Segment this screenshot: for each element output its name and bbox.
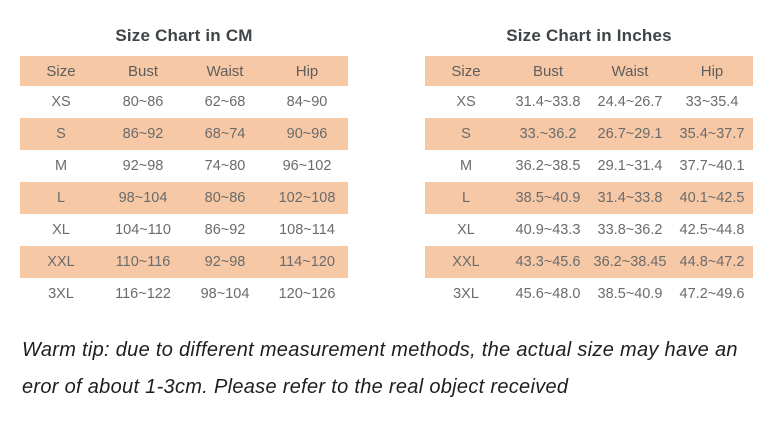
value-cell: 43.3~45.6	[515, 254, 581, 270]
size-chart-cm-title: Size Chart in CM	[115, 26, 253, 45]
size-label-cell: XS	[456, 94, 476, 110]
value-cell: 108~114	[279, 222, 335, 238]
size-chart-inches-title: Size Chart in Inches	[506, 26, 672, 45]
value-cell: 80~86	[204, 190, 246, 206]
value-cell: 40.9~43.3	[515, 222, 581, 238]
size-label-cell: XL	[52, 222, 70, 238]
value-cell: 62~68	[204, 94, 246, 110]
size-label-cell: XXL	[47, 254, 75, 270]
value-cell: 68~74	[204, 126, 246, 142]
column-header: Waist	[184, 56, 266, 86]
size-chart-cm-section: Size Chart in CM Size Bust Waist Hip XS 80~8…	[20, 26, 348, 310]
value-cell: 42.5~44.8	[679, 222, 745, 238]
value-cell: 92~98	[122, 158, 164, 174]
column-header: Size	[425, 56, 507, 86]
value-cell: 44.8~47.2	[679, 254, 745, 270]
size-chart-cm-table: Size Bust Waist Hip XS 80~86 62~68 84~90 S 86~92…	[20, 56, 348, 310]
value-cell: 120~126	[278, 286, 336, 302]
size-charts-container: Size Chart in CM Size Bust Waist Hip XS 80~8…	[0, 26, 778, 310]
table-row: XXL 110~116 92~98 114~120	[20, 246, 348, 278]
value-cell: 38.5~40.9	[515, 190, 581, 206]
size-label-cell: L	[56, 190, 66, 206]
value-cell: 90~96	[286, 126, 328, 142]
column-header: Bust	[102, 56, 184, 86]
table-row: S 33.~36.2 26.7~29.1 35.4~37.7	[425, 118, 753, 150]
value-cell: 37.7~40.1	[679, 158, 745, 174]
value-cell: 96~102	[282, 158, 332, 174]
value-cell: 98~104	[200, 286, 250, 302]
value-cell: 102~108	[278, 190, 336, 206]
size-label-cell: S	[56, 126, 66, 142]
table-row: S 86~92 68~74 90~96	[20, 118, 348, 150]
value-cell: 74~80	[204, 158, 246, 174]
value-cell: 31.4~33.8	[515, 94, 581, 110]
value-cell: 33.~36.2	[519, 126, 577, 142]
table-header-row: Size Bust Waist Hip	[425, 56, 753, 86]
size-label-cell: 3XL	[48, 286, 74, 302]
size-label-cell: 3XL	[453, 286, 479, 302]
table-row: 3XL 45.6~48.0 38.5~40.9 47.2~49.6	[425, 278, 753, 310]
size-label-cell: S	[461, 126, 471, 142]
value-cell: 80~86	[122, 94, 164, 110]
table-row: XXL 43.3~45.6 36.2~38.45 44.8~47.2	[425, 246, 753, 278]
column-header: Hip	[266, 56, 348, 86]
value-cell: 36.2~38.5	[515, 158, 581, 174]
size-label-cell: L	[461, 190, 471, 206]
table-row: M 36.2~38.5 29.1~31.4 37.7~40.1	[425, 150, 753, 182]
table-header-row: Size Bust Waist Hip	[425, 56, 753, 86]
size-label-cell: XXL	[452, 254, 480, 270]
warm-tip-text: Warm tip: due to different measurement m…	[22, 332, 778, 406]
value-cell: 38.5~40.9	[597, 286, 663, 302]
size-label-cell: XS	[51, 94, 71, 110]
value-cell: 104~110	[115, 222, 171, 238]
value-cell: 86~92	[204, 222, 246, 238]
value-cell: 36.2~38.45	[593, 254, 667, 270]
value-cell: 47.2~49.6	[679, 286, 745, 302]
warm-tip-line-2: eror of about 1-3cm. Please refer to the…	[22, 376, 569, 398]
column-header: Hip	[671, 56, 753, 86]
table-row: XS 80~86 62~68 84~90	[20, 86, 348, 118]
table-row: XL 40.9~43.3 33.8~36.2 42.5~44.8	[425, 214, 753, 246]
size-label-cell: XL	[457, 222, 475, 238]
value-cell: 45.6~48.0	[515, 286, 581, 302]
value-cell: 92~98	[204, 254, 246, 270]
table-row: 3XL 116~122 98~104 120~126	[20, 278, 348, 310]
table-header-row: Size Bust Waist Hip	[20, 56, 348, 86]
value-cell: 29.1~31.4	[597, 158, 663, 174]
table-header-row: Size Bust Waist Hip	[20, 56, 348, 86]
table-body: XS 80~86 62~68 84~90 S 86~92 68~74 90~96 M 92~98 7…	[20, 86, 348, 310]
column-header: Waist	[589, 56, 671, 86]
value-cell: 84~90	[286, 94, 328, 110]
value-cell: 114~120	[279, 254, 335, 270]
value-cell: 110~116	[115, 254, 171, 270]
table-row: M 92~98 74~80 96~102	[20, 150, 348, 182]
table-body: XS 31.4~33.8 24.4~26.7 33~35.4 S 33.~36.2 26.7…	[425, 86, 753, 310]
table-row: XL 104~110 86~92 108~114	[20, 214, 348, 246]
column-header: Size	[20, 56, 102, 86]
table-row: L 38.5~40.9 31.4~33.8 40.1~42.5	[425, 182, 753, 214]
value-cell: 40.1~42.5	[679, 190, 745, 206]
column-header: Bust	[507, 56, 589, 86]
value-cell: 24.4~26.7	[597, 94, 663, 110]
value-cell: 35.4~37.7	[679, 126, 745, 142]
value-cell: 98~104	[118, 190, 168, 206]
value-cell: 86~92	[122, 126, 164, 142]
size-label-cell: M	[54, 158, 68, 174]
warm-tip-line-1: Warm tip: due to different measurement m…	[22, 339, 738, 361]
table-row: XS 31.4~33.8 24.4~26.7 33~35.4	[425, 86, 753, 118]
size-chart-inches-table: Size Bust Waist Hip XS 31.4~33.8 24.4~26.7 33~…	[425, 56, 753, 310]
value-cell: 33~35.4	[685, 94, 739, 110]
value-cell: 31.4~33.8	[597, 190, 663, 206]
value-cell: 33.8~36.2	[597, 222, 663, 238]
table-row: L 98~104 80~86 102~108	[20, 182, 348, 214]
size-label-cell: M	[459, 158, 473, 174]
size-chart-inches-section: Size Chart in Inches Size Bust Waist Hip XS…	[425, 26, 753, 310]
value-cell: 116~122	[115, 286, 171, 302]
value-cell: 26.7~29.1	[597, 126, 663, 142]
